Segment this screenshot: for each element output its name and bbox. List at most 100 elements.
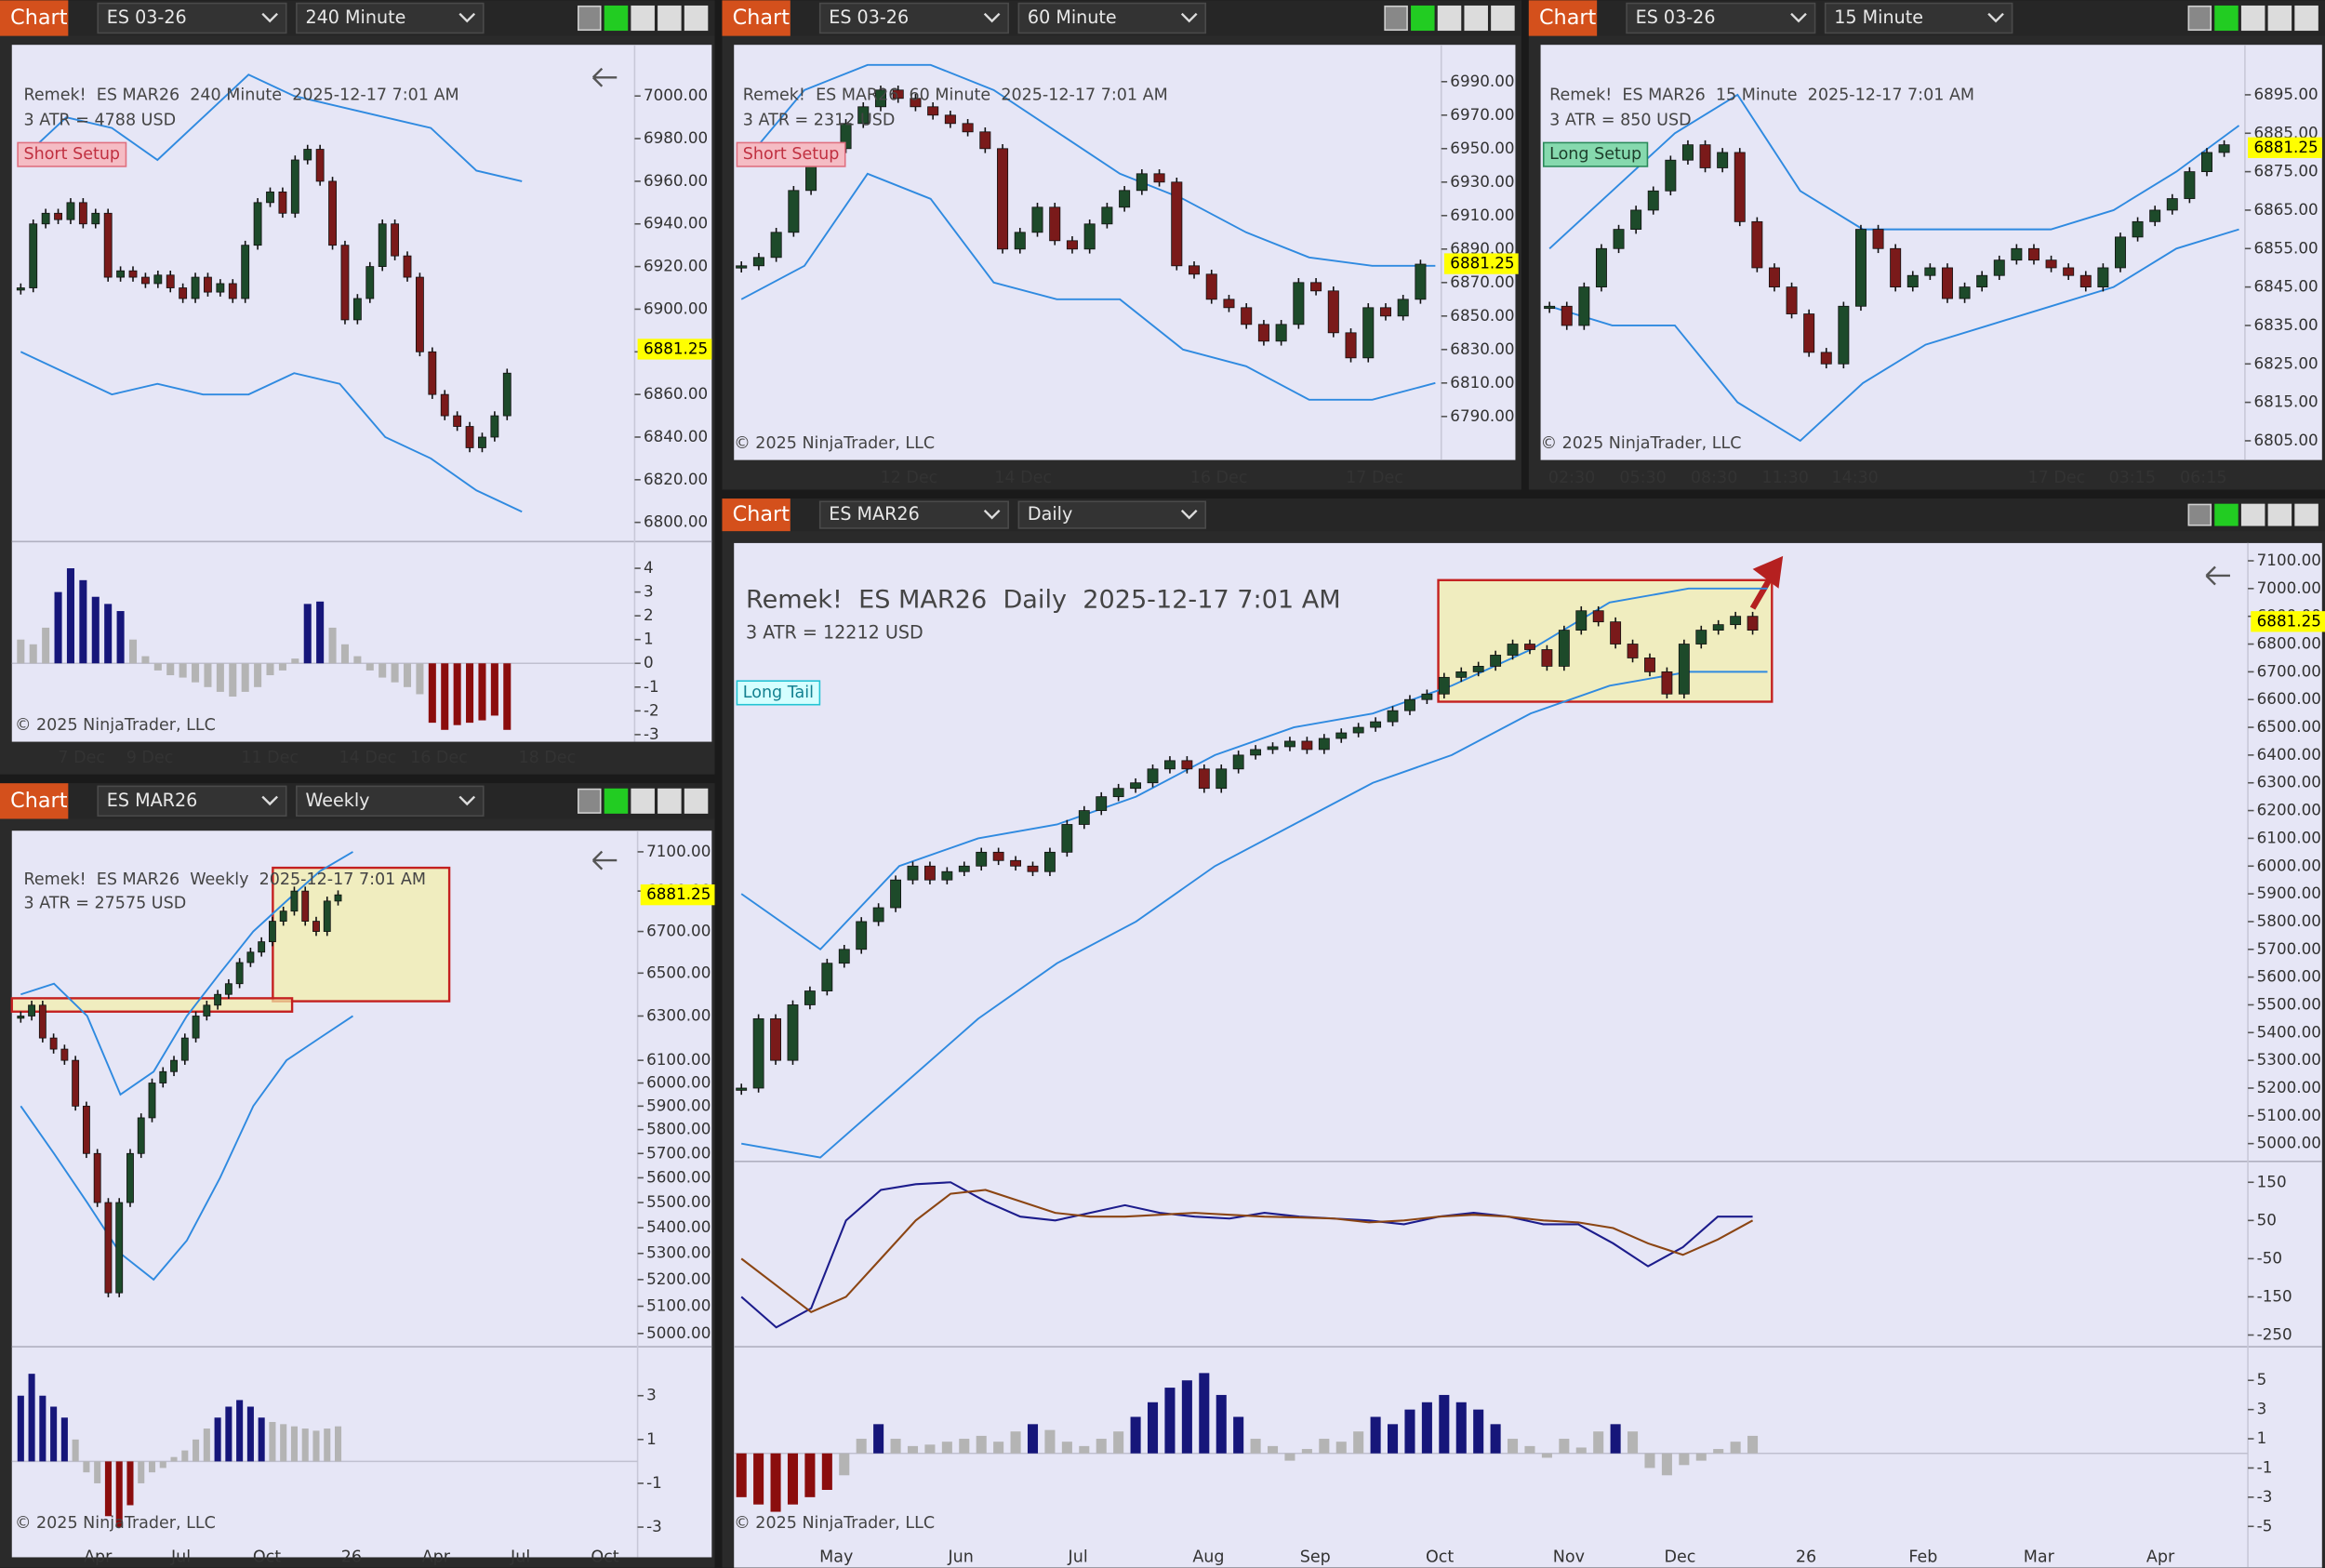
candle — [1267, 746, 1279, 751]
candle — [328, 180, 337, 246]
timeframe-selector[interactable] — [296, 2, 485, 34]
timeframe-selector[interactable] — [1017, 2, 1207, 34]
chart-button[interactable] — [0, 783, 69, 819]
band-line — [741, 671, 1768, 1159]
histogram-bar — [1508, 1439, 1519, 1454]
candle — [2097, 267, 2109, 288]
candle — [278, 191, 287, 214]
window-button[interactable] — [2267, 503, 2292, 526]
candle — [890, 879, 901, 909]
window-button[interactable] — [684, 5, 709, 32]
window-button[interactable] — [631, 788, 655, 814]
histogram-bar — [42, 627, 50, 664]
candle — [115, 1202, 124, 1294]
window-button[interactable] — [604, 5, 629, 32]
window-button[interactable] — [658, 788, 682, 814]
candle — [170, 1059, 178, 1072]
candle — [962, 123, 974, 133]
x-tick-label: Apr — [422, 1548, 451, 1566]
y-tick-label: -50 — [2257, 1248, 2282, 1267]
instrument-selector[interactable] — [818, 2, 1009, 34]
candle — [736, 1087, 748, 1091]
window-button[interactable] — [2187, 503, 2212, 526]
timeframe-selector[interactable] — [1824, 2, 2013, 34]
candle — [788, 190, 800, 233]
candle — [1101, 206, 1113, 225]
window-button[interactable] — [604, 788, 629, 814]
window-button[interactable] — [1384, 5, 1408, 32]
candle — [1747, 616, 1759, 631]
x-tick-label: 08:30 — [1691, 469, 1737, 487]
histogram-bar — [736, 1453, 747, 1497]
y-tick-label: 5100.00 — [646, 1296, 711, 1315]
price-marker-label: 6881.25 — [1450, 254, 1514, 272]
chart-button[interactable] — [1528, 0, 1598, 36]
histogram-bar — [166, 663, 175, 676]
timeframe-selector[interactable] — [296, 785, 485, 817]
window-button[interactable] — [2214, 503, 2239, 526]
instrument-selector[interactable] — [1626, 2, 1816, 34]
candle — [153, 274, 163, 285]
candle — [116, 270, 126, 278]
candle — [241, 245, 250, 299]
chart-button[interactable] — [722, 498, 790, 532]
back-arrow-icon[interactable] — [2205, 565, 2230, 586]
timeframe-selector[interactable] — [1017, 500, 1207, 529]
window-button[interactable] — [1464, 5, 1488, 32]
candle — [1216, 768, 1228, 790]
candle — [958, 865, 970, 872]
histogram-bar — [66, 568, 74, 664]
window-button[interactable] — [631, 5, 655, 32]
candle — [28, 1004, 36, 1017]
window-button[interactable] — [658, 5, 682, 32]
window-button[interactable] — [1491, 5, 1515, 32]
band-line — [740, 172, 1436, 401]
instrument-selector[interactable] — [97, 2, 287, 34]
candle — [54, 212, 62, 220]
instrument-selector[interactable] — [97, 785, 287, 817]
candle — [2149, 209, 2161, 222]
back-arrow-icon[interactable] — [591, 67, 618, 87]
candle — [315, 149, 325, 182]
window-button[interactable] — [2240, 5, 2265, 32]
window-button[interactable] — [578, 5, 602, 32]
histogram-bar — [17, 1395, 24, 1462]
chart-button[interactable] — [0, 0, 69, 36]
histogram-bar — [959, 1439, 970, 1454]
window-button[interactable] — [2214, 5, 2239, 32]
window-button[interactable] — [578, 788, 602, 814]
y-tick-label: -250 — [2257, 1324, 2292, 1343]
y-tick-label: 5800.00 — [2257, 911, 2321, 930]
x-tick-label: Feb — [1908, 1548, 1937, 1566]
instrument-selector[interactable] — [818, 500, 1009, 529]
drawing-objects — [10, 67, 2230, 1013]
window-button[interactable] — [2267, 5, 2292, 32]
window-button[interactable] — [2294, 503, 2318, 526]
chart-button[interactable] — [722, 0, 790, 36]
candle — [179, 287, 188, 299]
y-tick-label: 3 — [2257, 1400, 2267, 1418]
histogram-bar — [1541, 1453, 1552, 1458]
histogram-bar — [416, 663, 424, 695]
y-tick-label: 50 — [2257, 1210, 2277, 1229]
window-button[interactable] — [1437, 5, 1462, 32]
candle — [770, 232, 782, 259]
window-button[interactable] — [1411, 5, 1435, 32]
chart-title: Remek! ES MAR26 15 Minute 2025-12-17 7:0… — [1549, 86, 1974, 104]
window-button[interactable] — [684, 788, 709, 814]
band-line — [20, 351, 523, 513]
histogram-bar — [1730, 1442, 1741, 1454]
candle — [253, 202, 262, 246]
back-arrow-icon[interactable] — [591, 850, 618, 870]
y-tick-label: 7000.00 — [2257, 578, 2321, 597]
histogram-bar — [340, 644, 349, 664]
chart-title: Remek! ES MAR26 Weekly 2025-12-17 7:01 A… — [24, 870, 426, 889]
histogram-bar — [1319, 1439, 1330, 1454]
band-line — [740, 63, 1436, 267]
window-button[interactable] — [2240, 503, 2265, 526]
x-tick-label: 26 — [341, 1548, 362, 1566]
window-button[interactable] — [2187, 5, 2212, 32]
window-button[interactable] — [2294, 5, 2318, 32]
candle — [1644, 658, 1655, 672]
dropdown-chevron — [458, 795, 476, 806]
